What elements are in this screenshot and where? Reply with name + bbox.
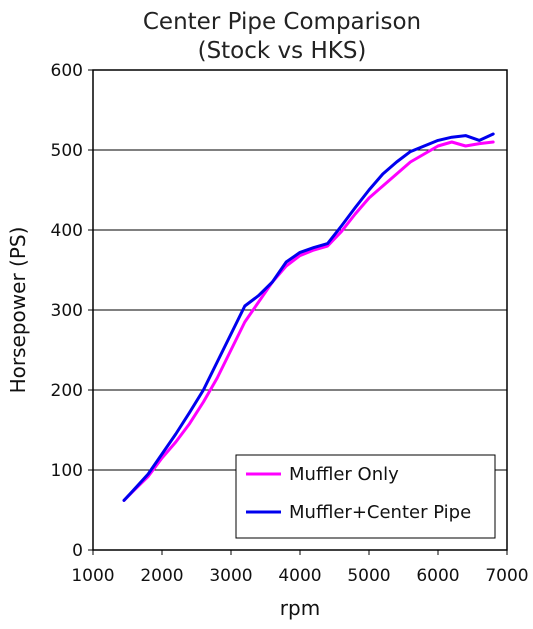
data-point: [298, 251, 302, 254]
chart-subtitle: (Stock vs HKS): [198, 38, 367, 64]
data-point: [354, 206, 357, 209]
data-point: [216, 376, 219, 380]
x-axis-ticks: 1000 2000 3000 4000 5000 6000 7000: [71, 550, 529, 586]
y-tick-label-600: 600: [51, 61, 83, 81]
data-point: [243, 304, 246, 308]
data-point: [147, 472, 150, 476]
data-point: [229, 332, 233, 336]
data-point: [174, 432, 177, 436]
data-point: [326, 242, 329, 245]
data-point: [409, 160, 412, 164]
x-tick-label-6000: 6000: [416, 566, 459, 586]
series-0: [122, 140, 495, 502]
x-tick-label-4000: 4000: [278, 566, 321, 586]
y-tick-label-500: 500: [51, 141, 83, 161]
data-point: [340, 224, 343, 228]
data-point: [450, 140, 453, 144]
data-point: [464, 134, 467, 137]
data-point: [122, 499, 126, 502]
y-axis-ticks: 0 100 200 300 400 500 600: [51, 61, 93, 561]
data-point: [367, 196, 371, 200]
data-point: [312, 248, 315, 252]
y-tick-label-0: 0: [72, 541, 83, 561]
data-point: [257, 300, 260, 304]
legend-label-muffler-center-pipe: Muffler+Center Pipe: [289, 502, 471, 523]
data-point: [354, 212, 357, 216]
data-point: [478, 142, 481, 145]
series-lines: [122, 132, 495, 502]
x-tick-label-7000: 7000: [485, 566, 528, 586]
data-point: [395, 172, 398, 176]
data-point: [436, 144, 440, 148]
series-line-1: [122, 132, 495, 502]
data-point: [285, 260, 288, 264]
data-point: [229, 348, 233, 352]
data-point: [450, 136, 453, 139]
legend: Muffler Only Muffler+Center Pipe: [235, 454, 496, 539]
data-point: [423, 144, 426, 148]
series-1: [122, 132, 495, 502]
data-point: [160, 452, 164, 456]
data-point: [174, 440, 177, 444]
data-point: [381, 184, 384, 188]
data-point: [271, 280, 274, 284]
legend-label-muffler-only: Muffler Only: [289, 464, 399, 485]
y-axis-label: Horsepower (PS): [6, 227, 30, 394]
x-tick-label-2000: 2000: [140, 566, 183, 586]
data-point: [423, 152, 426, 156]
x-tick-label-3000: 3000: [209, 566, 252, 586]
data-point: [340, 230, 343, 233]
data-point: [202, 400, 205, 404]
data-point: [326, 244, 329, 248]
series-line-0: [122, 140, 495, 502]
y-tick-label-300: 300: [51, 301, 83, 321]
data-point: [188, 411, 191, 414]
data-point: [409, 150, 412, 153]
data-point: [492, 132, 495, 136]
data-point: [395, 160, 398, 164]
y-tick-label-400: 400: [51, 221, 83, 241]
data-point: [257, 294, 260, 297]
y-tick-label-200: 200: [51, 381, 83, 401]
data-point: [492, 140, 495, 144]
data-point: [243, 320, 246, 324]
data-point: [464, 144, 467, 148]
data-point: [188, 422, 191, 425]
data-point: [312, 246, 315, 249]
y-tick-label-100: 100: [51, 461, 83, 481]
grid: [93, 149, 507, 471]
x-axis-label: rpm: [280, 596, 320, 620]
x-tick-label-1000: 1000: [71, 566, 114, 586]
x-tick-label-5000: 5000: [347, 566, 390, 586]
data-point: [381, 172, 384, 176]
chart-title: Center Pipe Comparison: [143, 9, 421, 35]
data-point: [478, 139, 481, 142]
data-point: [202, 388, 205, 392]
data-point: [216, 360, 219, 364]
data-point: [436, 139, 440, 142]
data-point: [298, 254, 302, 257]
legend-box: [235, 454, 496, 539]
data-point: [367, 188, 371, 192]
data-point: [133, 488, 136, 491]
